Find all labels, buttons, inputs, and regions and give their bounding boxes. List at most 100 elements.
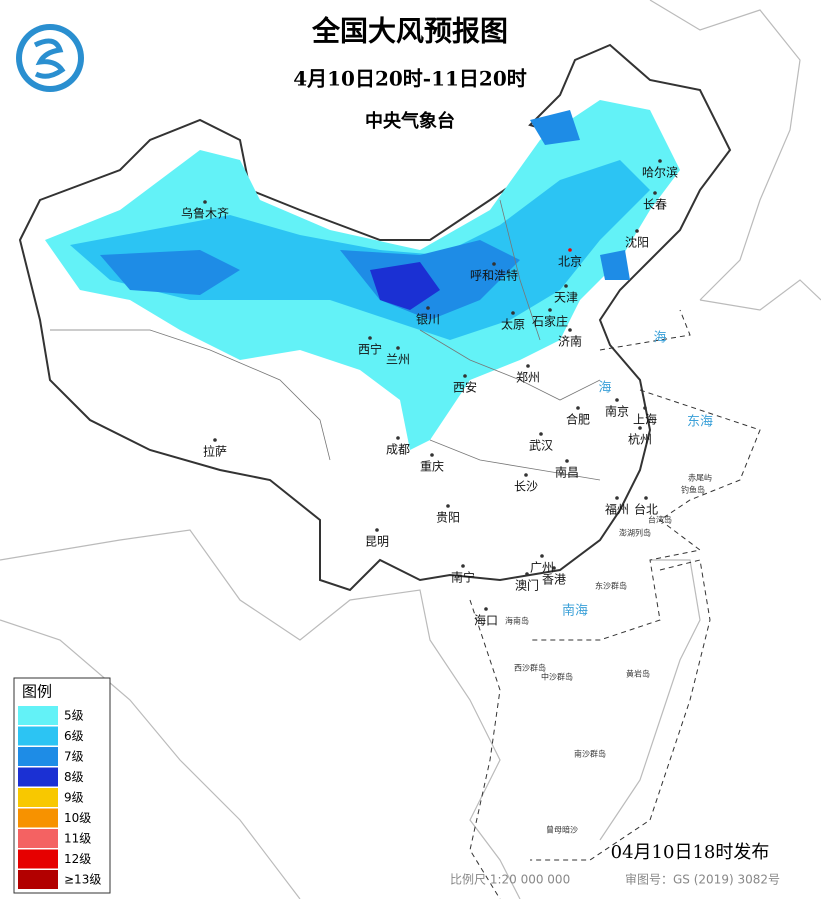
island-label: 曾母暗沙 bbox=[546, 825, 578, 835]
city-label: 银川 bbox=[416, 313, 440, 327]
city-label: 上海 bbox=[633, 412, 657, 427]
city-dot bbox=[463, 374, 467, 378]
city-dot bbox=[638, 426, 642, 430]
city-dot bbox=[396, 346, 400, 350]
legend-swatch bbox=[18, 829, 58, 848]
approval-number: 审图号：GS (2019) 3082号 bbox=[625, 872, 780, 887]
city-dot bbox=[525, 572, 529, 576]
legend-label: 12级 bbox=[64, 852, 91, 866]
city-dot bbox=[426, 306, 430, 310]
legend-swatch bbox=[18, 808, 58, 828]
sea-label: 海 bbox=[653, 331, 666, 346]
city-label: 拉萨 bbox=[203, 444, 227, 459]
province-borders bbox=[50, 199, 601, 481]
city-label: 重庆 bbox=[420, 460, 444, 474]
city-dot bbox=[368, 336, 372, 340]
city-dot bbox=[511, 311, 515, 315]
city-label: 海口 bbox=[474, 613, 498, 628]
island-label: 钓鱼岛 bbox=[681, 485, 705, 495]
legend-label: 6级 bbox=[64, 729, 84, 743]
city-dot bbox=[539, 432, 543, 436]
scale: 比例尺 1:20 000 000 bbox=[450, 873, 570, 887]
city-label: 太原 bbox=[501, 317, 525, 332]
island-label: 西沙群岛 bbox=[514, 663, 546, 673]
city-dot bbox=[492, 262, 496, 266]
city-label: 长春 bbox=[643, 198, 667, 212]
city-dot bbox=[213, 438, 217, 442]
legend-swatch bbox=[18, 726, 58, 746]
city-label: 杭州 bbox=[628, 432, 652, 447]
city-label: 北京 bbox=[558, 255, 582, 269]
city-label: 西宁 bbox=[358, 342, 382, 357]
city-dot bbox=[524, 473, 528, 477]
city-dot bbox=[564, 284, 568, 288]
city-dot bbox=[552, 566, 556, 570]
city-dot bbox=[375, 528, 379, 532]
city-label: 沈阳 bbox=[625, 235, 649, 250]
city-dot bbox=[568, 248, 572, 252]
city-label: 贵阳 bbox=[436, 511, 460, 525]
city-label: 乌鲁木齐 bbox=[181, 206, 229, 221]
city-label: 澳门 bbox=[515, 578, 539, 593]
legend-swatch bbox=[18, 747, 58, 766]
city-label: 昆明 bbox=[365, 535, 389, 549]
city-label: 哈尔滨 bbox=[642, 165, 678, 180]
maritime-boundaries bbox=[469, 309, 761, 899]
city-dot bbox=[643, 406, 647, 410]
island-label: 澎湖列岛 bbox=[619, 528, 651, 538]
city-label: 福州 bbox=[605, 502, 629, 517]
legend-label: 9级 bbox=[64, 791, 84, 805]
logo bbox=[16, 24, 84, 92]
city-label: 南宁 bbox=[451, 570, 475, 585]
city-label: 天津 bbox=[554, 291, 578, 305]
issued-time: 04月10日18时发布 bbox=[611, 842, 770, 863]
city-dot bbox=[484, 607, 488, 611]
island-label: 海南岛 bbox=[505, 616, 529, 626]
city-dot bbox=[635, 229, 639, 233]
island-label: 东沙群岛 bbox=[595, 581, 627, 591]
legend-label: 7级 bbox=[64, 750, 84, 764]
island-label: 中沙群岛 bbox=[541, 672, 573, 682]
city-label: 长沙 bbox=[514, 480, 538, 494]
city-dot bbox=[565, 459, 569, 463]
city-dot bbox=[430, 453, 434, 457]
city-label: 广州 bbox=[530, 561, 554, 575]
period: 4月10日20时-11日20时 bbox=[293, 67, 527, 91]
city-label: 台北 bbox=[634, 502, 658, 517]
island-label: 黄岩岛 bbox=[626, 669, 650, 679]
city-label: 呼和浩特 bbox=[470, 268, 518, 283]
legend-label: 11级 bbox=[64, 832, 91, 846]
island-label: 南沙群岛 bbox=[574, 749, 606, 759]
legend-swatch bbox=[18, 788, 58, 807]
legend-label: ≥13级 bbox=[64, 873, 101, 887]
city-label: 香港 bbox=[542, 573, 566, 587]
city-dot bbox=[203, 200, 207, 204]
legend-title: 图例 bbox=[22, 683, 52, 701]
city-dot bbox=[644, 496, 648, 500]
legend-swatch bbox=[18, 706, 58, 725]
city-label: 武汉 bbox=[529, 439, 553, 453]
city-label: 郑州 bbox=[516, 370, 540, 385]
city-dot bbox=[446, 504, 450, 508]
legend-swatch bbox=[18, 767, 58, 787]
city-dot bbox=[526, 364, 530, 368]
city-dot bbox=[615, 496, 619, 500]
city-dot bbox=[461, 564, 465, 568]
city-label: 成都 bbox=[386, 443, 410, 457]
legend-swatch bbox=[18, 849, 58, 869]
city-dot bbox=[615, 398, 619, 402]
legend-label: 10级 bbox=[64, 811, 91, 825]
sea-label: 海 bbox=[598, 381, 611, 396]
city-dot bbox=[658, 159, 662, 163]
legend-label: 8级 bbox=[64, 770, 84, 784]
sea-label: 南海 bbox=[562, 603, 588, 619]
city-label: 合肥 bbox=[566, 412, 590, 427]
city-label: 南昌 bbox=[555, 465, 579, 480]
legend-label: 5级 bbox=[64, 709, 84, 723]
city-dot bbox=[548, 308, 552, 312]
city-dot bbox=[396, 436, 400, 440]
city-dot bbox=[653, 191, 657, 195]
sea-label: 东海 bbox=[687, 415, 713, 430]
